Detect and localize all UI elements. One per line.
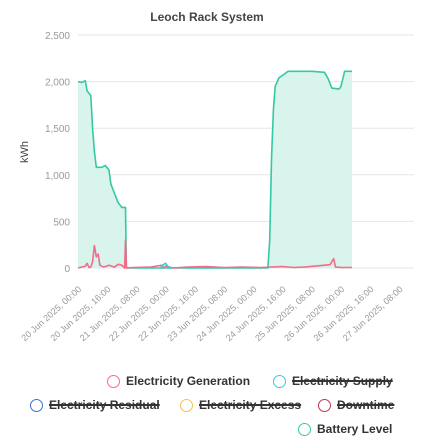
legend-row-2: Electricity Residual Electricity Excess Do… [0, 394, 444, 418]
y-tick-label: 2,500 [45, 31, 70, 42]
y-tick-label: 1,500 [45, 124, 70, 135]
legend-label-residual: Electricity Residual [49, 398, 160, 412]
legend-item-downtime[interactable]: Downtime [318, 398, 394, 412]
chart-title: Leoch Rack System [150, 10, 263, 24]
chart: Leoch Rack System kWh 0 500 1,000 1,500 2,00… [19, 10, 414, 343]
y-tick-label: 500 [53, 217, 70, 228]
legend-row-3: Battery Level [0, 418, 444, 442]
legend-swatch-generation [107, 374, 120, 388]
legend-item-excess[interactable]: Electricity Excess [180, 398, 301, 412]
legend-swatch-excess [180, 398, 193, 412]
y-tick-label: 0 [64, 264, 70, 275]
legend-label-generation: Electricity Generation [126, 374, 251, 388]
legend-item-battery[interactable]: Battery Level [298, 422, 392, 436]
legend-label-downtime: Downtime [337, 398, 395, 412]
series-layer [77, 70, 352, 269]
legend-swatch-downtime [318, 398, 331, 412]
grid [78, 34, 414, 269]
legend-label-excess: Electricity Excess [199, 398, 302, 412]
y-tick-label: 1,000 [45, 171, 70, 182]
y-tick-label: 2,000 [45, 78, 70, 89]
y-tick-labels: 0 500 1,000 1,500 2,000 2,500 [45, 31, 70, 275]
y-axis-label: kWh [19, 141, 31, 163]
legend-label-battery: Battery Level [317, 422, 393, 436]
series-area-battery [78, 71, 352, 268]
legend-swatch-residual [30, 398, 43, 412]
legend-item-supply[interactable]: Electricity Supply [273, 374, 393, 388]
series-line-generation [77, 239, 352, 269]
legend-swatch-battery [298, 422, 311, 436]
legend-swatch-supply [273, 374, 286, 388]
legend-row-1: Electricity Generation Electricity Supply [0, 370, 444, 394]
series-line-supply [159, 262, 172, 269]
legend-item-generation[interactable]: Electricity Generation [107, 374, 250, 388]
legend-label-supply: Electricity Supply [292, 374, 393, 388]
legend-item-residual[interactable]: Electricity Residual [30, 398, 160, 412]
